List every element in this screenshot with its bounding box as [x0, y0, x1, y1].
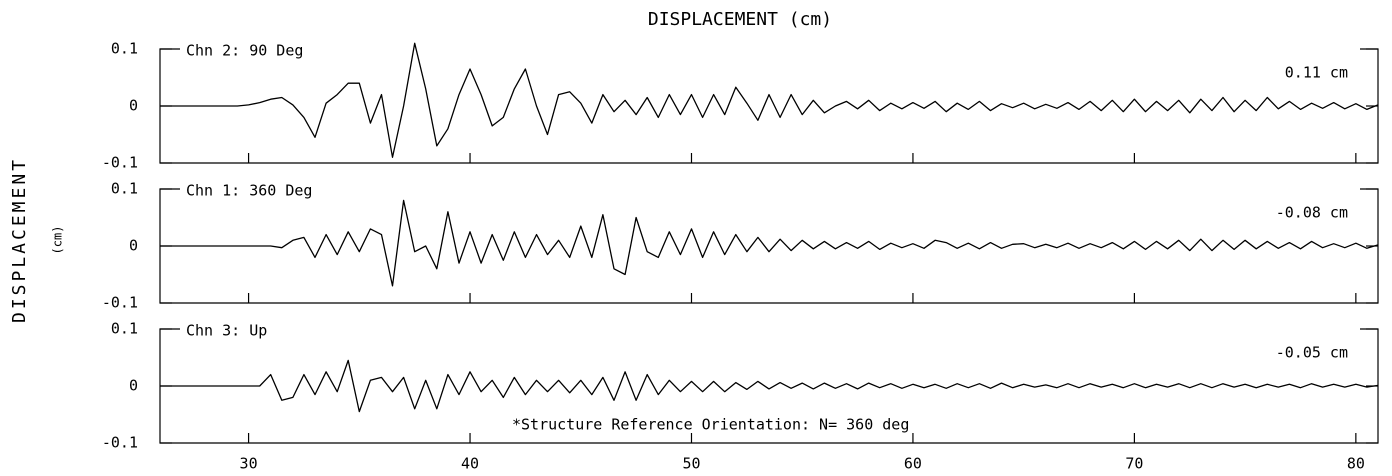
chart-title: DISPLACEMENT (cm) — [648, 9, 832, 30]
y-tick-label: 0 — [129, 237, 138, 255]
y-axis-label: DISPLACEMENT — [9, 157, 30, 323]
note: *Structure Reference Orientation: N= 360… — [512, 416, 909, 434]
x-tick-label: 70 — [1125, 455, 1143, 473]
trace — [160, 359, 1379, 413]
x-tick-label: 80 — [1347, 455, 1365, 473]
x-tick-label: 60 — [904, 455, 922, 473]
x-tick-label: 50 — [682, 455, 700, 473]
y-axis-unit: (cm) — [51, 226, 65, 255]
frame — [159, 188, 1379, 304]
peak-label: -0.05 cm — [1276, 344, 1348, 362]
y-tick-label: 0.1 — [111, 180, 138, 198]
y-tick-label: -0.1 — [102, 294, 138, 312]
trace — [160, 42, 1379, 158]
y-tick-label: -0.1 — [102, 434, 138, 452]
peak-label: -0.08 cm — [1276, 204, 1348, 222]
y-tick-label: 0.1 — [111, 320, 138, 338]
y-tick-label: -0.1 — [102, 154, 138, 172]
x-tick-label: 40 — [461, 455, 479, 473]
peak-label: 0.11 cm — [1285, 64, 1348, 82]
trace — [160, 199, 1379, 287]
y-tick-label: 0 — [129, 97, 138, 115]
y-tick-label: 0.1 — [111, 40, 138, 58]
channel-label: Chn 3: Up — [186, 322, 267, 340]
channel-label: Chn 2: 90 Deg — [186, 42, 303, 60]
x-tick-label: 30 — [240, 455, 258, 473]
channel-label: Chn 1: 360 Deg — [186, 182, 312, 200]
y-tick-label: 0 — [129, 377, 138, 395]
